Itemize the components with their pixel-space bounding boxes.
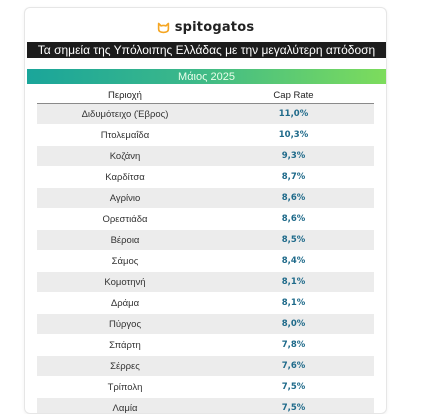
rate-cell: 7,5% (281, 403, 306, 413)
table-row: Σπάρτη 7,8% (37, 335, 374, 356)
date-banner: Μάιος 2025 (27, 69, 386, 84)
rate-cell: 8,1% (281, 298, 306, 308)
area-cell: Αγρίνιο (109, 192, 141, 204)
area-cell: Βέροια (110, 234, 140, 246)
table-row: Διδυμότειχο (Έβρος) 11,0% (37, 104, 374, 125)
area-cell: Καρδίτσα (105, 171, 145, 183)
area-cell: Σάμος (111, 255, 139, 267)
table-row: Κομοτηνή 8,1% (37, 272, 374, 293)
rate-cell: 7,6% (281, 361, 306, 371)
table-row: Δράμα 8,1% (37, 293, 374, 314)
column-header-area: Περιοχή (108, 90, 142, 101)
cat-logo-icon (157, 22, 169, 33)
rate-cell: 8,4% (281, 256, 306, 266)
cap-rate-table: Περιοχή Cap Rate Διδυμότειχο (Έβρος) 11,0… (37, 88, 374, 414)
rate-cell: 7,8% (281, 340, 306, 350)
table-row: Ορεστιάδα 8,6% (37, 209, 374, 230)
table-row: Βέροια 8,5% (37, 230, 374, 251)
area-cell: Ορεστιάδα (102, 213, 148, 225)
table-header: Περιοχή Cap Rate (37, 88, 374, 104)
table-row: Αγρίνιο 8,6% (37, 188, 374, 209)
brand-header: spitogatos (25, 16, 386, 38)
table-row: Τρίπολη 7,5% (37, 377, 374, 398)
rate-cell: 8,6% (281, 214, 306, 224)
table-body: Διδυμότειχο (Έβρος) 11,0% Πτολεμαΐδα 10,3%… (37, 104, 374, 414)
rate-cell: 8,1% (281, 277, 306, 287)
table-row: Πτολεμαΐδα 10,3% (37, 125, 374, 146)
area-cell: Κοζάνη (109, 150, 141, 162)
table-row: Καρδίτσα 8,7% (37, 167, 374, 188)
area-cell: Σέρρες (110, 360, 140, 372)
rate-cell: 9,3% (281, 151, 306, 161)
rate-cell: 8,7% (281, 172, 306, 182)
cap-rate-card: spitogatos Τα σημεία της Υπόλοιπης Ελλάδ… (24, 7, 387, 414)
table-title: Τα σημεία της Υπόλοιπης Ελλάδας με την μ… (27, 42, 386, 58)
rate-cell: 10,3% (278, 130, 309, 140)
table-row: Πύργος 8,0% (37, 314, 374, 335)
table-row: Λαμία 7,5% (37, 398, 374, 414)
area-cell: Πτολεμαΐδα (100, 129, 150, 141)
rate-cell: 8,0% (281, 319, 306, 329)
rate-cell: 11,0% (278, 109, 309, 119)
area-cell: Κομοτηνή (104, 276, 146, 288)
table-row: Σέρρες 7,6% (37, 356, 374, 377)
area-cell: Πύργος (108, 318, 142, 330)
area-cell: Τρίπολη (107, 381, 143, 393)
table-row: Σάμος 8,4% (37, 251, 374, 272)
table-row: Κοζάνη 9,3% (37, 146, 374, 167)
area-cell: Σπάρτη (109, 339, 141, 351)
brand-name: spitogatos (174, 19, 255, 35)
area-cell: Διδυμότειχο (Έβρος) (81, 108, 169, 120)
rate-cell: 7,5% (281, 382, 306, 392)
area-cell: Λαμία (112, 402, 138, 414)
rate-cell: 8,6% (281, 193, 306, 203)
rate-cell: 8,5% (281, 235, 306, 245)
area-cell: Δράμα (110, 297, 140, 309)
column-header-cap-rate: Cap Rate (273, 90, 314, 101)
